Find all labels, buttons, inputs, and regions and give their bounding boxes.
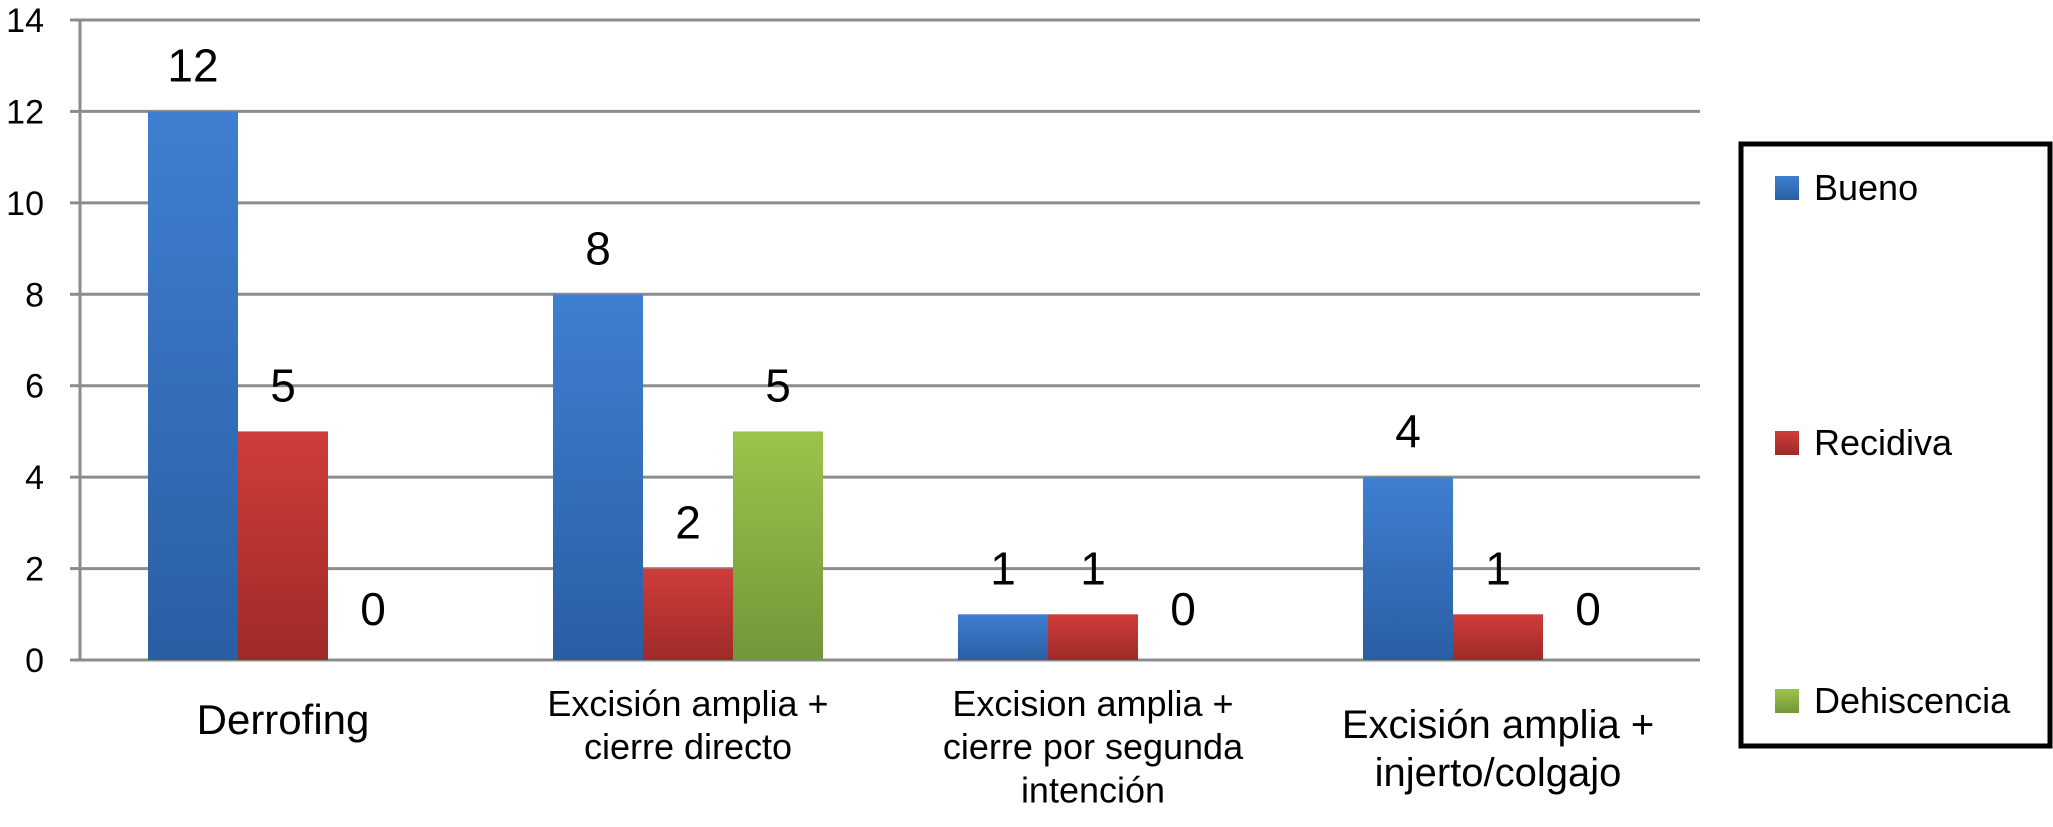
legend-label-bueno: Bueno — [1814, 167, 1918, 208]
category-label: Excisión amplia + cierre directo — [547, 683, 828, 767]
y-axis-ticks: 0 2 4 6 8 10 12 14 — [6, 2, 82, 680]
category-label: Excisión amplia + injerto/colgajo — [1342, 703, 1654, 795]
legend-swatch-dehiscencia — [1775, 689, 1799, 713]
legend-label-dehiscencia: Dehiscencia — [1814, 680, 2011, 721]
data-label: 12 — [167, 39, 218, 91]
y-tick-label: 6 — [25, 368, 44, 406]
legend-label-recidiva: Recidiva — [1814, 422, 1953, 463]
y-tick-label: 4 — [25, 459, 44, 497]
bar-bueno — [1363, 477, 1453, 660]
bar-recidiva — [1453, 614, 1543, 660]
data-label: 4 — [1395, 405, 1421, 457]
legend-swatch-bueno — [1775, 176, 1799, 200]
category-label: Excision amplia + cierre por segunda inten… — [943, 683, 1244, 810]
bar-dehiscencia — [733, 431, 823, 660]
bars — [148, 111, 1543, 660]
y-tick-label: 2 — [25, 551, 44, 589]
data-label: 5 — [270, 359, 296, 411]
data-labels: 12 5 0 8 2 5 1 1 0 4 1 0 — [167, 39, 1600, 635]
legend-box — [1738, 141, 2053, 749]
data-label: 1 — [1485, 542, 1511, 594]
data-label: 5 — [765, 359, 791, 411]
bar-recidiva — [643, 568, 733, 660]
category-labels: Derrofing Excisión amplia + cierre directo… — [197, 683, 1655, 810]
bar-bueno — [553, 294, 643, 660]
data-label: 1 — [990, 542, 1016, 594]
legend: Bueno Recidiva Dehiscencia — [1738, 141, 2053, 749]
legend-swatch-recidiva — [1775, 431, 1799, 455]
y-tick-label: 8 — [25, 276, 44, 314]
bar-recidiva — [1048, 614, 1138, 660]
gridlines — [80, 18, 1700, 662]
data-label: 2 — [675, 497, 701, 549]
data-label: 1 — [1080, 542, 1106, 594]
y-tick-label: 0 — [25, 642, 44, 680]
category-label: Derrofing — [197, 696, 370, 743]
y-tick-label: 14 — [6, 2, 44, 40]
data-label: 0 — [1575, 583, 1601, 635]
y-tick-label: 12 — [6, 93, 44, 131]
bar-bueno — [148, 111, 238, 660]
data-label: 0 — [1170, 583, 1196, 635]
bar-recidiva — [238, 431, 328, 660]
bar-bueno — [958, 614, 1048, 660]
y-tick-label: 10 — [6, 185, 44, 223]
data-label: 0 — [360, 583, 386, 635]
data-label: 8 — [585, 222, 611, 274]
